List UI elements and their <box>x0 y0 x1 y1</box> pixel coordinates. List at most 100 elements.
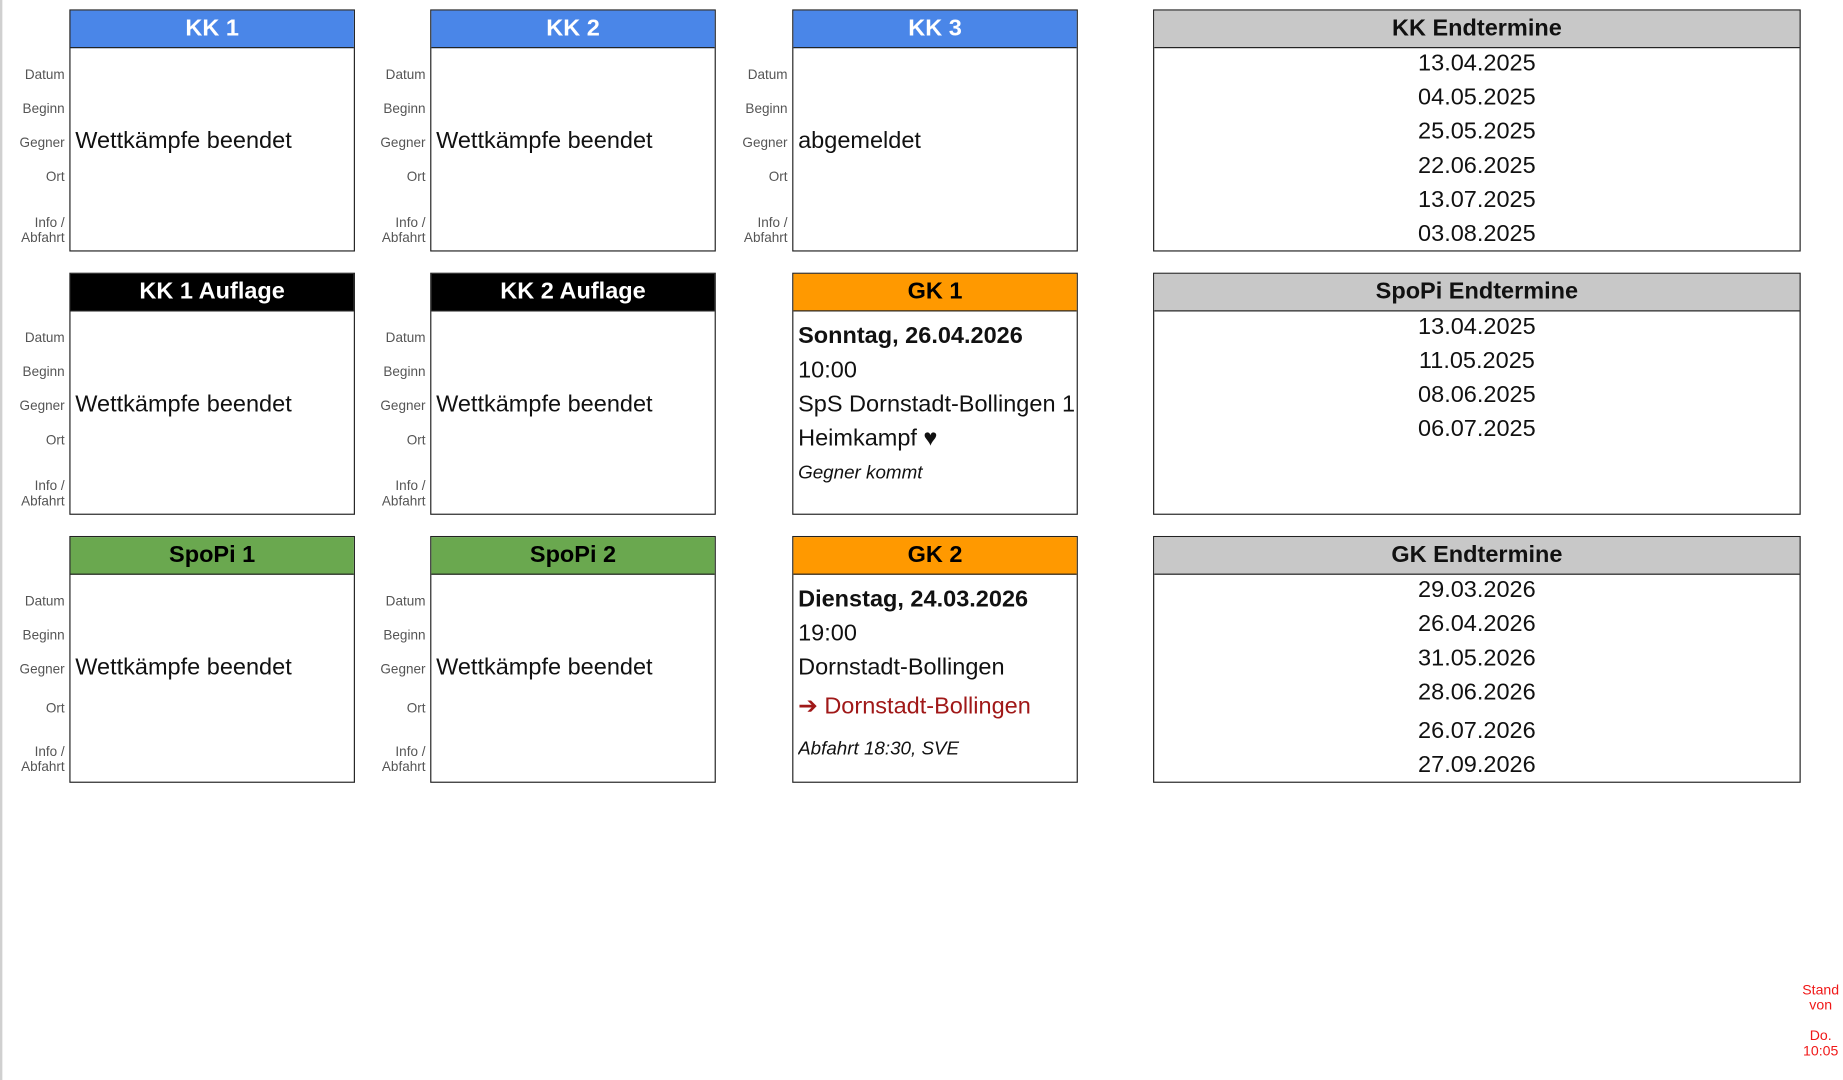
card-field-ort: ➔ Dornstadt-Bollingen <box>798 693 1031 720</box>
field-label-datum: Datum <box>385 594 426 609</box>
card-field-gegner: SpS Dornstadt-Bollingen 1 <box>798 391 1076 418</box>
card-field-gegner: Wettkämpfe beendet <box>436 391 653 418</box>
card-field-gegner: Wettkämpfe beendet <box>75 654 292 681</box>
end-date-item: 27.09.2026 <box>1418 752 1536 779</box>
end-date-item: 08.06.2025 <box>1418 382 1536 408</box>
field-label-gegner: Gegner <box>19 136 65 151</box>
field-label-info: Info / Abfahrt <box>362 745 426 776</box>
card-field-gegner: Wettkämpfe beendet <box>75 128 292 154</box>
end-date-item: 03.08.2025 <box>1418 220 1536 247</box>
team-card-kk-1-auflage: KK 1 Auflage Wettkämpfe beendet <box>69 272 355 515</box>
team-card-kk-3: KK 3 abgemeldet <box>792 9 1078 252</box>
info-label-line1: Info / <box>34 745 65 760</box>
team-card-spopi-2: SpoPi 2 Wettkämpfe beendet <box>430 535 716 783</box>
field-label-gegner: Gegner <box>19 399 65 414</box>
card-field-gegner: Wettkämpfe beendet <box>436 654 653 681</box>
end-date-item: 13.04.2025 <box>1418 313 1536 340</box>
field-label-ort: Ort <box>406 433 426 448</box>
field-label-info: Info / Abfahrt <box>1 479 65 511</box>
card-field-info: Abfahrt 18:30, SVE <box>798 739 960 760</box>
stand-timestamp: Stand von Do. 10:05 <box>1796 981 1843 1060</box>
end-date-item: 22.06.2025 <box>1418 152 1536 179</box>
end-date-item: 26.04.2026 <box>1418 611 1536 638</box>
info-label-line1: Info / <box>34 216 65 231</box>
team-card-title: KK 2 Auflage <box>431 273 715 312</box>
card-field-gegner: Wettkämpfe beendet <box>436 128 653 154</box>
stand-time: 10:05 <box>1803 1042 1839 1060</box>
info-label-line1: Info / <box>395 216 426 231</box>
end-date-item: 11.05.2025 <box>1418 347 1535 374</box>
team-card-title: GK 2 <box>793 537 1077 575</box>
end-dates-title: KK Endtermine <box>1154 10 1800 49</box>
info-label-line2: Abfahrt <box>21 760 65 775</box>
team-card-title: GK 1 <box>793 273 1077 312</box>
info-label-line2: Abfahrt <box>743 231 788 246</box>
field-label-gegner: Gegner <box>19 662 65 678</box>
field-label-info: Info / Abfahrt <box>362 480 426 511</box>
field-label-ort: Ort <box>406 701 426 716</box>
end-dates-card-0: KK Endtermine 13.04.2025 04.05.2025 25.05.2… <box>1153 9 1801 252</box>
field-label-ort: Ort <box>45 701 65 716</box>
card-field-gegner: Dornstadt-Bollingen <box>798 654 1005 681</box>
info-label-line2: Abfahrt <box>21 494 65 509</box>
field-label-ort: Ort <box>406 170 426 185</box>
field-label-info: Info / Abfahrt <box>1 216 65 247</box>
team-card-title: KK 1 <box>70 10 354 49</box>
info-label-line2: Abfahrt <box>381 760 426 775</box>
field-label-beginn: Beginn <box>22 628 65 643</box>
field-label-gegner: Gegner <box>380 662 426 678</box>
card-field-datum: Dienstag, 24.03.2026 <box>798 586 1029 613</box>
field-label-beginn: Beginn <box>22 365 65 380</box>
field-label-datum: Datum <box>24 331 65 346</box>
info-label-line1: Info / <box>757 216 788 231</box>
stand-label: Stand <box>1802 981 1840 998</box>
card-field-ort: Heimkampf ♥ <box>798 425 938 452</box>
card-field-gegner: abgemeldet <box>798 128 921 154</box>
field-label-info: Info / Abfahrt <box>1 745 65 776</box>
field-label-datum: Datum <box>24 594 65 609</box>
field-label-info: Info / Abfahrt <box>362 216 426 247</box>
info-label-line2: Abfahrt <box>381 231 426 246</box>
field-label-ort: Ort <box>45 433 65 448</box>
field-label-beginn: Beginn <box>383 628 426 643</box>
info-label-line2: Abfahrt <box>21 231 65 246</box>
end-date-item: 31.05.2026 <box>1418 645 1536 672</box>
field-label-datum: Datum <box>385 331 426 346</box>
stand-day: Do. <box>1809 1027 1832 1044</box>
field-label-datum: Datum <box>385 68 426 83</box>
field-label-beginn: Beginn <box>745 102 788 117</box>
team-card-title: KK 1 Auflage <box>70 273 354 312</box>
team-card-kk-1: KK 1 Wettkämpfe beendet <box>69 9 355 252</box>
end-dates-card-2: GK Endtermine 29.03.2026 26.04.2026 31.05.2… <box>1153 535 1801 783</box>
field-label-info: Info / Abfahrt <box>724 216 788 247</box>
team-card-title: SpoPi 2 <box>431 537 715 575</box>
team-card-title: KK 3 <box>793 10 1077 49</box>
info-label-line1: Info / <box>34 479 65 494</box>
card-field-gegner: Wettkämpfe beendet <box>75 391 292 418</box>
end-date-item: 25.05.2025 <box>1418 118 1536 145</box>
field-label-datum: Datum <box>24 68 65 83</box>
end-date-item: 29.03.2026 <box>1418 577 1536 603</box>
team-card-spopi-1: SpoPi 1 Wettkämpfe beendet <box>69 535 355 783</box>
team-card-kk-2: KK 2 Wettkämpfe beendet <box>430 9 716 252</box>
end-dates-title: GK Endtermine <box>1154 537 1800 575</box>
end-dates-title: SpoPi Endtermine <box>1154 273 1800 312</box>
end-date-item: 28.06.2026 <box>1418 679 1536 706</box>
field-label-gegner: Gegner <box>380 399 426 414</box>
card-field-beginn: 10:00 <box>798 357 857 384</box>
field-label-beginn: Beginn <box>383 102 426 117</box>
end-date-item: 13.07.2025 <box>1418 186 1536 213</box>
card-field-datum: Sonntag, 26.04.2026 <box>798 323 1023 350</box>
field-label-datum: Datum <box>747 68 788 83</box>
end-date-item: 26.07.2026 <box>1418 718 1536 745</box>
team-card-kk-2-auflage: KK 2 Auflage Wettkämpfe beendet <box>430 272 716 515</box>
end-date-item: 06.07.2025 <box>1418 416 1536 442</box>
stand-von: von <box>1809 996 1833 1014</box>
team-card-gk-1: GK 1 Sonntag, 26.04.2026 10:00 SpS Dornstad… <box>792 272 1078 515</box>
end-dates-card-1: SpoPi Endtermine 13.04.2025 11.05.2025 08.0… <box>1153 272 1801 515</box>
info-label-line1: Info / <box>395 745 426 760</box>
field-label-gegner: Gegner <box>380 136 426 151</box>
card-field-beginn: 19:00 <box>798 620 857 647</box>
team-card-gk-2: GK 2 Dienstag, 24.03.2026 19:00 Dornstadt-B… <box>792 535 1078 783</box>
info-label-line2: Abfahrt <box>381 494 426 509</box>
